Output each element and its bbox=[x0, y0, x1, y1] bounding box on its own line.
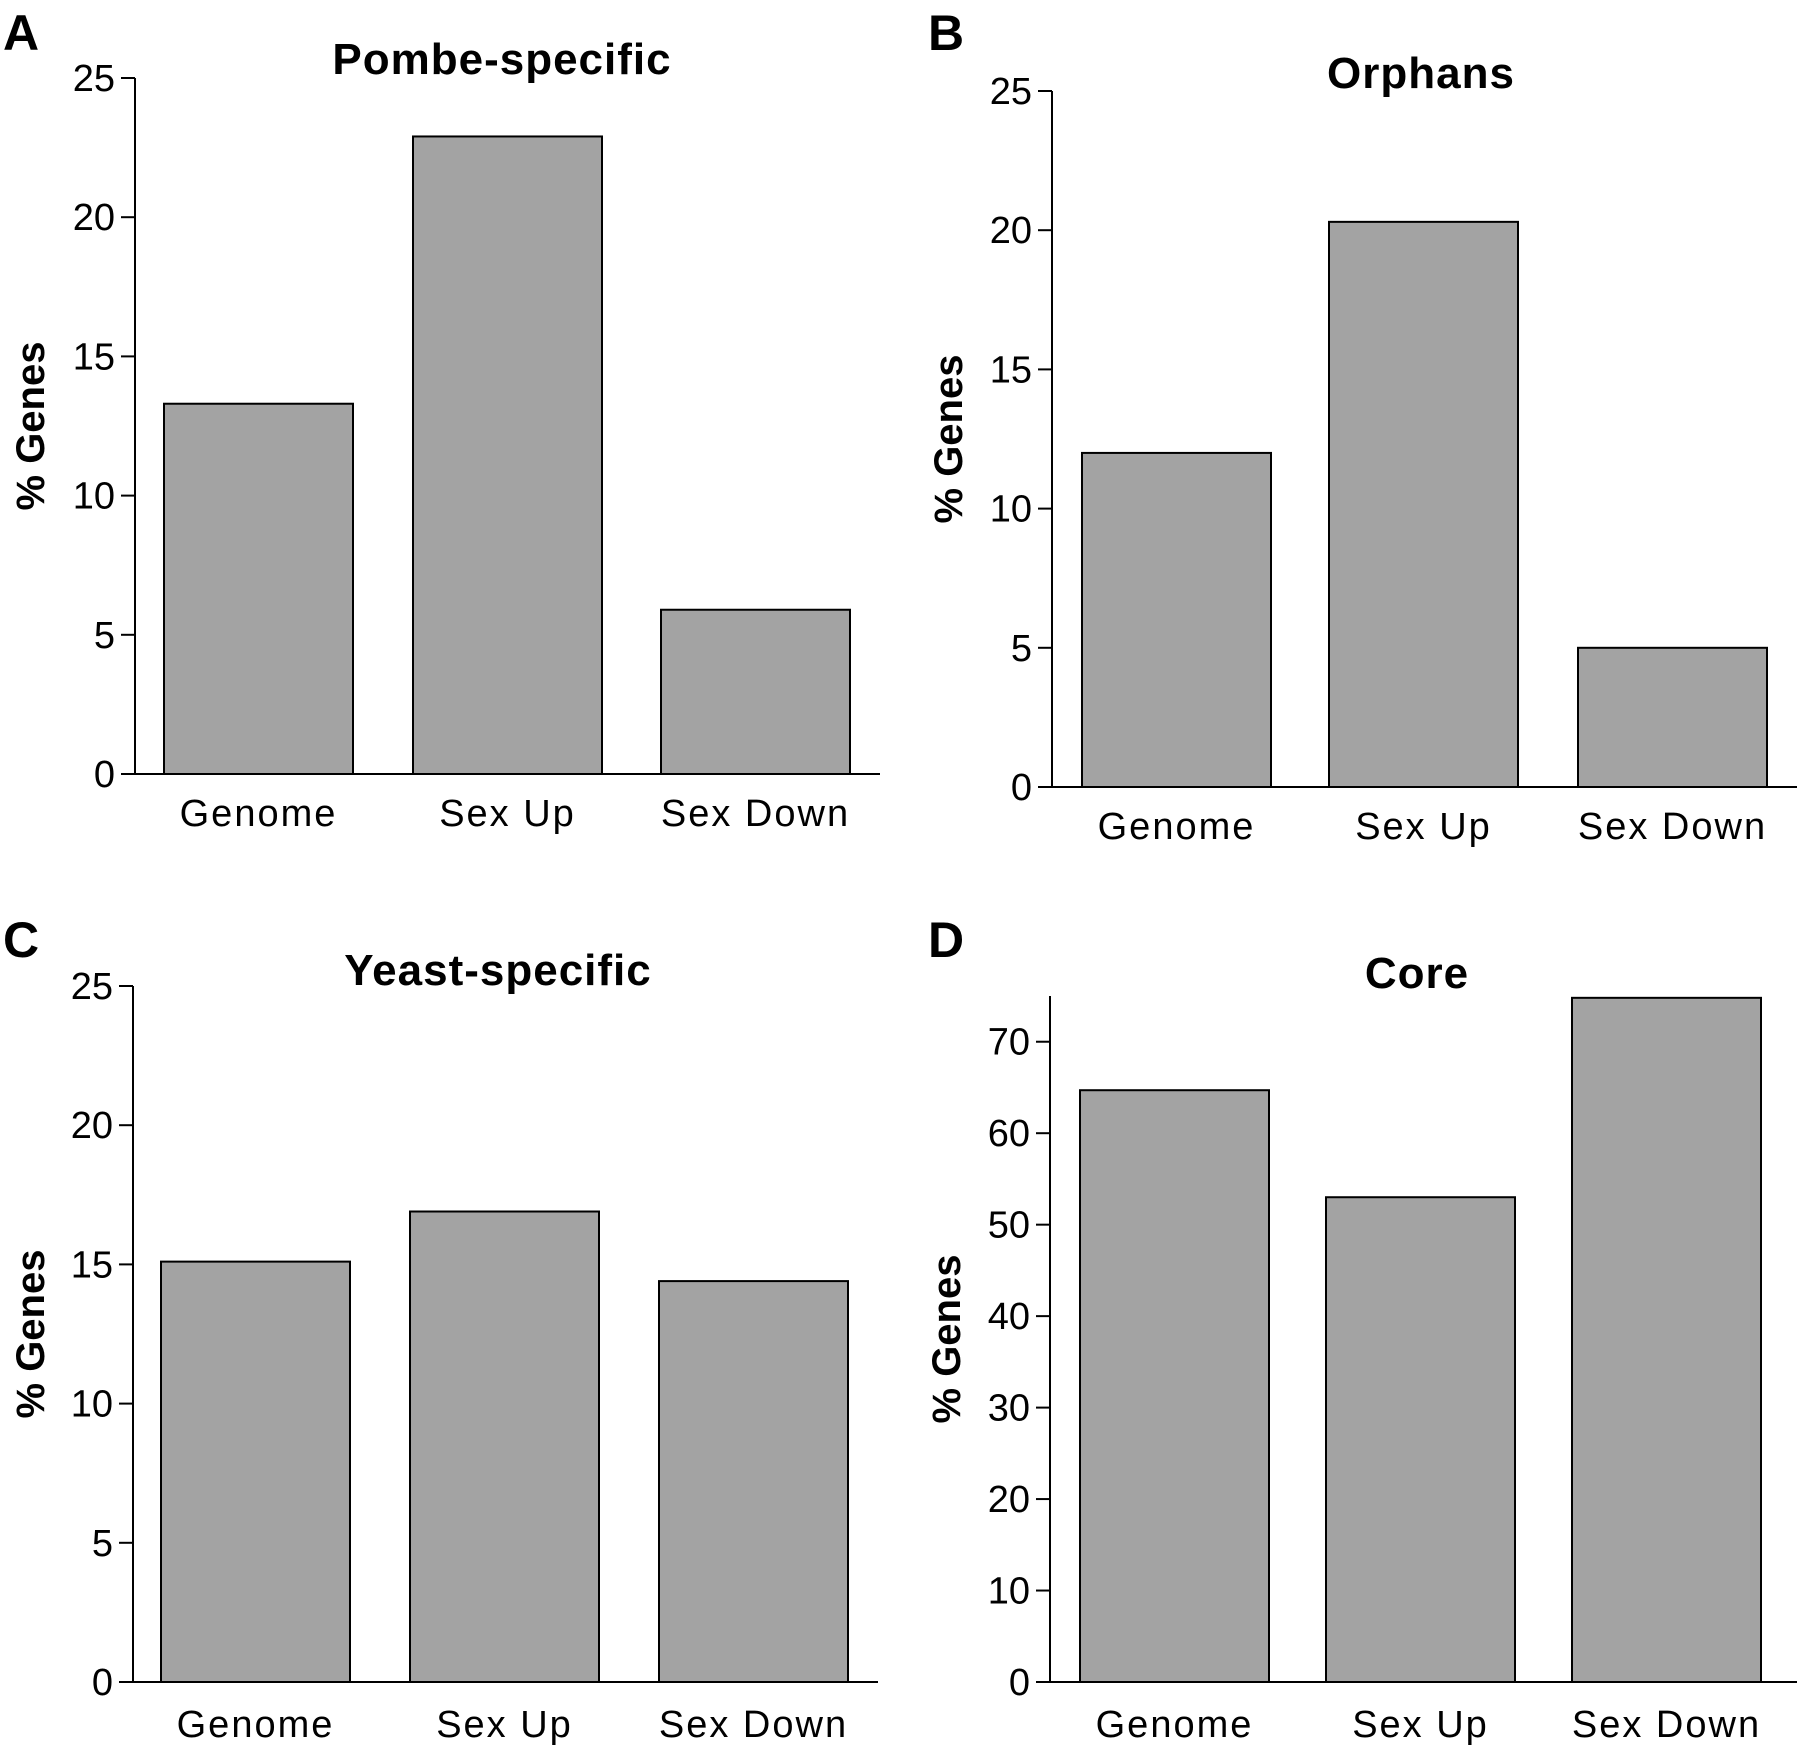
panel-c-y-tick-label: 0 bbox=[92, 1662, 113, 1704]
panel-a-title: Pombe-specific bbox=[332, 35, 671, 84]
panel-d-bar bbox=[1571, 996, 1762, 1683]
panel-a-category-label: Sex Down bbox=[661, 793, 850, 835]
panel-d-y-tick-label: 40 bbox=[988, 1296, 1030, 1338]
panel-b-bar bbox=[1081, 451, 1272, 788]
panel-d-y-tick-label: 70 bbox=[988, 1022, 1030, 1064]
panel-d-y-tick-label: 20 bbox=[988, 1479, 1030, 1521]
panel-c-title: Yeast-specific bbox=[344, 946, 652, 995]
panel-a-y-tick-label: 10 bbox=[73, 476, 115, 518]
panel-c-y-tick-label: 10 bbox=[71, 1384, 113, 1426]
panel-a-y-tick-label: 25 bbox=[73, 58, 115, 100]
panel-b-y-tick-label: 25 bbox=[990, 71, 1032, 113]
panel-b: B Orphans 0 5 10 15 20 25 % Genes Genome Sex Up Sex… bbox=[927, 5, 1797, 848]
panel-d-category-label: Sex Up bbox=[1352, 1704, 1489, 1745]
panel-b-y-tick-label: 10 bbox=[990, 489, 1032, 531]
panel-c-y-axis-label: % Genes bbox=[9, 1250, 53, 1419]
panel-c-y-tick-label: 5 bbox=[92, 1523, 113, 1565]
panel-d-y-tick-label: 30 bbox=[988, 1388, 1030, 1430]
panel-b-letter: B bbox=[928, 5, 964, 61]
panel-c-category-label: Genome bbox=[177, 1704, 335, 1745]
panel-a-y-tick-label: 5 bbox=[94, 615, 115, 657]
panel-c: C Yeast-specific 0 5 10 15 20 25 % Genes Genome Se… bbox=[3, 912, 878, 1745]
panel-b-category-label: Sex Down bbox=[1578, 806, 1767, 848]
panel-a-category-label: Genome bbox=[180, 793, 338, 835]
panel-d-bar bbox=[1325, 1196, 1516, 1684]
panel-a-letter: A bbox=[3, 5, 39, 61]
panel-d-category-label: Genome bbox=[1096, 1704, 1254, 1745]
panel-c-letter: C bbox=[3, 912, 39, 968]
panel-a-y-tick-label: 15 bbox=[73, 336, 115, 378]
panel-a-bar bbox=[163, 402, 354, 775]
panel-a-y-axis-label: % Genes bbox=[9, 342, 53, 511]
panel-c-y-tick-label: 25 bbox=[71, 966, 113, 1008]
panel-b-category-label: Sex Up bbox=[1355, 806, 1492, 848]
panel-d-category-label: Sex Down bbox=[1572, 1704, 1761, 1745]
panel-b-y-tick-label: 15 bbox=[990, 349, 1032, 391]
panel-d-y-axis-label: % Genes bbox=[925, 1255, 969, 1424]
panel-b-bar bbox=[1328, 220, 1519, 788]
panel-c-bar bbox=[409, 1210, 600, 1684]
panel-a-category-label: Sex Up bbox=[439, 793, 576, 835]
panel-b-y-tick-label: 5 bbox=[1011, 628, 1032, 670]
panel-b-y-tick-label: 20 bbox=[990, 210, 1032, 252]
panel-d-letter: D bbox=[928, 912, 964, 968]
panel-d-y-tick-label: 50 bbox=[988, 1205, 1030, 1247]
panel-c-y-tick-label: 20 bbox=[71, 1105, 113, 1147]
panel-a-y-tick-label: 20 bbox=[73, 197, 115, 239]
panel-b-y-axis-label: % Genes bbox=[927, 355, 971, 524]
panel-c-y-tick-label: 15 bbox=[71, 1244, 113, 1286]
panel-a-y-tick-label: 0 bbox=[94, 754, 115, 796]
panel-b-category-label: Genome bbox=[1098, 806, 1256, 848]
panel-d-y-tick-label: 60 bbox=[988, 1113, 1030, 1155]
panel-d-y-tick-label: 0 bbox=[1009, 1662, 1030, 1704]
panel-c-category-label: Sex Up bbox=[436, 1704, 573, 1745]
panel-c-bar bbox=[658, 1280, 849, 1683]
panel-d-y-tick-label: 10 bbox=[988, 1571, 1030, 1613]
panel-d-title: Core bbox=[1365, 949, 1469, 998]
panel-d-bar bbox=[1079, 1089, 1270, 1683]
panel-c-category-label: Sex Down bbox=[659, 1704, 848, 1745]
panel-b-bar bbox=[1577, 646, 1768, 788]
panel-b-y-tick-label: 0 bbox=[1011, 767, 1032, 809]
panel-a: A Pombe-specific 0 5 10 15 20 25 % Genes Genome Se… bbox=[3, 5, 880, 835]
panel-d: D Core 0 10 20 30 40 50 60 70 % Genes Genome Sex Up S… bbox=[925, 912, 1797, 1745]
panel-a-bar bbox=[660, 608, 851, 776]
panel-b-title: Orphans bbox=[1327, 49, 1515, 98]
panel-a-bar bbox=[412, 135, 603, 776]
panel-c-bar bbox=[160, 1260, 351, 1683]
